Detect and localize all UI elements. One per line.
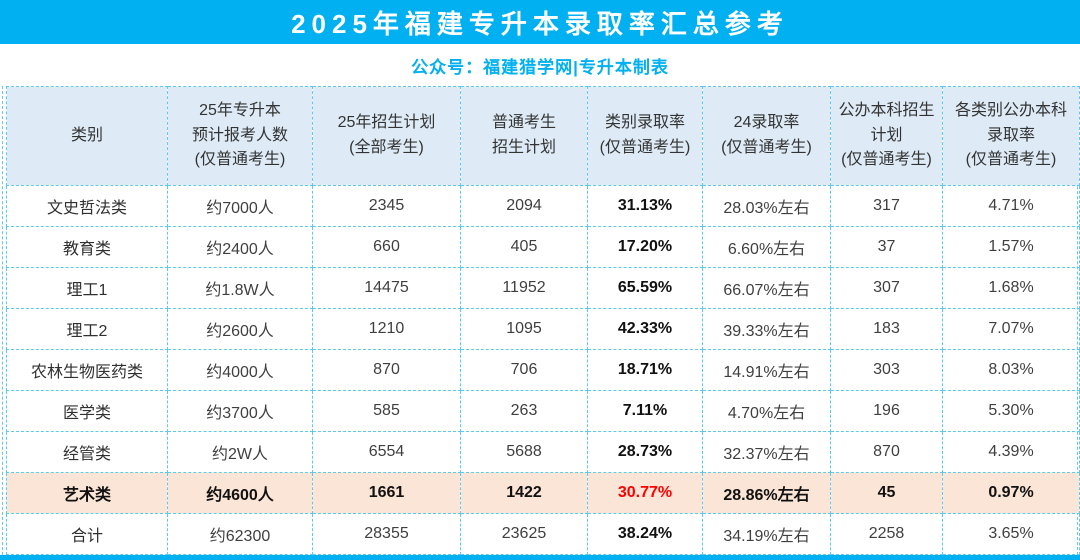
table-cell: 2258: [830, 513, 943, 555]
table-row: 艺术类 约4600人 1661 1422 30.77% 28.86%左右 45 0.97%: [6, 472, 1080, 514]
table-cell: 405: [460, 226, 588, 268]
table-cell: 4.70%左右: [702, 390, 831, 432]
row-category: 农林生物医药类: [6, 349, 168, 391]
row-category: 经管类: [6, 431, 168, 473]
subtitle-bar: 公众号：福建猎学网|专升本制表: [0, 44, 1080, 86]
table-cell: 585: [312, 390, 461, 432]
table-row: 合计 约62300 28355 23625 38.24% 34.19%左右 2258 3.65…: [6, 513, 1080, 555]
row-category: 理工1: [6, 267, 168, 309]
column-header: 各类别公办本科 录取率 (仅普通考生): [942, 86, 1080, 186]
table-row: 农林生物医药类 约4000人 870 706 18.71% 14.91%左右 303 8.03…: [6, 349, 1080, 391]
table-cell: 870: [312, 349, 461, 391]
table-row: 医学类 约3700人 585 263 7.11% 4.70%左右 196 5.30%: [6, 390, 1080, 432]
column-header: 普通考生 招生计划: [460, 86, 588, 186]
column-header: 24录取率 (仅普通考生): [702, 86, 831, 186]
row-category: 教育类: [6, 226, 168, 268]
table-cell: 1.68%: [942, 267, 1080, 309]
table-cell: 303: [830, 349, 943, 391]
table-sheet: 类别 25年专升本 预计报考人数 (仅普通考生) 25年招生计划 (全部考生) 普通考…: [2, 86, 1080, 555]
table-cell: 7.07%: [942, 308, 1080, 350]
table-cell: 263: [460, 390, 588, 432]
table-cell: 约2W人: [167, 431, 313, 473]
summary-table: 类别 25年专升本 预计报考人数 (仅普通考生) 25年招生计划 (全部考生) 普通考…: [6, 86, 1080, 555]
table-cell: 2345: [312, 185, 461, 227]
table-cell: 1.57%: [942, 226, 1080, 268]
table-cell: 28.03%左右: [702, 185, 831, 227]
table-cell: 18.71%: [587, 349, 703, 391]
table-cell: 65.59%: [587, 267, 703, 309]
table-cell: 196: [830, 390, 943, 432]
title-bar: 2025年福建专升本录取率汇总参考: [0, 0, 1080, 44]
row-category: 理工2: [6, 308, 168, 350]
table-cell: 约1.8W人: [167, 267, 313, 309]
table-cell: 317: [830, 185, 943, 227]
table-row: 文史哲法类 约7000人 2345 2094 31.13% 28.03%左右 317 4.71…: [6, 185, 1080, 227]
table-cell: 38.24%: [587, 513, 703, 555]
table-cell: 2094: [460, 185, 588, 227]
table-cell: 约4600人: [167, 472, 313, 514]
table-row: 教育类 约2400人 660 405 17.20% 6.60%左右 37 1.57%: [6, 226, 1080, 268]
table-cell: 30.77%: [587, 472, 703, 514]
table-cell: 39.33%左右: [702, 308, 831, 350]
table-cell: 1095: [460, 308, 588, 350]
table-cell: 32.37%左右: [702, 431, 831, 473]
table-cell: 1210: [312, 308, 461, 350]
table-cell: 约7000人: [167, 185, 313, 227]
column-header: 类别: [6, 86, 168, 186]
table-row: 理工2 约2600人 1210 1095 42.33% 39.33%左右 183 7.07%: [6, 308, 1080, 350]
table-cell: 45: [830, 472, 943, 514]
table-cell: 17.20%: [587, 226, 703, 268]
table-header: 类别 25年专升本 预计报考人数 (仅普通考生) 25年招生计划 (全部考生) 普通考…: [6, 86, 1080, 186]
table-cell: 5688: [460, 431, 588, 473]
table-cell: 约2400人: [167, 226, 313, 268]
table-cell: 706: [460, 349, 588, 391]
column-header: 25年招生计划 (全部考生): [312, 86, 461, 186]
table-cell: 14.91%左右: [702, 349, 831, 391]
table-cell: 11952: [460, 267, 588, 309]
table-cell: 28.73%: [587, 431, 703, 473]
table-cell: 28355: [312, 513, 461, 555]
table-cell: 5.30%: [942, 390, 1080, 432]
row-category: 文史哲法类: [6, 185, 168, 227]
table-cell: 6.60%左右: [702, 226, 831, 268]
subtitle: 公众号：福建猎学网|专升本制表: [411, 57, 669, 77]
column-header: 类别录取率 (仅普通考生): [587, 86, 703, 186]
row-category: 艺术类: [6, 472, 168, 514]
column-header: 公办本科招生 计划 (仅普通考生): [830, 86, 943, 186]
table-cell: 7.11%: [587, 390, 703, 432]
table-cell: 0.97%: [942, 472, 1080, 514]
table-row: 理工1 约1.8W人 14475 11952 65.59% 66.07%左右 307 1.68…: [6, 267, 1080, 309]
table-cell: 34.19%左右: [702, 513, 831, 555]
table-cell: 约62300: [167, 513, 313, 555]
table-cell: 183: [830, 308, 943, 350]
table-cell: 4.71%: [942, 185, 1080, 227]
table-cell: 31.13%: [587, 185, 703, 227]
table-cell: 约2600人: [167, 308, 313, 350]
page-title: 2025年福建专升本录取率汇总参考: [291, 8, 789, 39]
table-cell: 1661: [312, 472, 461, 514]
row-category: 医学类: [6, 390, 168, 432]
table-cell: 6554: [312, 431, 461, 473]
column-header: 25年专升本 预计报考人数 (仅普通考生): [167, 86, 313, 186]
table-cell: 约4000人: [167, 349, 313, 391]
table-cell: 37: [830, 226, 943, 268]
table-cell: 42.33%: [587, 308, 703, 350]
table-cell: 8.03%: [942, 349, 1080, 391]
table-cell: 4.39%: [942, 431, 1080, 473]
table-cell: 约3700人: [167, 390, 313, 432]
table-row: 经管类 约2W人 6554 5688 28.73% 32.37%左右 870 4.39%: [6, 431, 1080, 473]
table-cell: 1422: [460, 472, 588, 514]
table-cell: 23625: [460, 513, 588, 555]
table-cell: 66.07%左右: [702, 267, 831, 309]
table-cell: 28.86%左右: [702, 472, 831, 514]
table-cell: 3.65%: [942, 513, 1080, 555]
table-cell: 14475: [312, 267, 461, 309]
table-cell: 660: [312, 226, 461, 268]
bottom-border-bar: [0, 555, 1080, 560]
table-cell: 870: [830, 431, 943, 473]
table-body: 文史哲法类 约7000人 2345 2094 31.13% 28.03%左右 317 4.71…: [6, 185, 1080, 555]
header-row: 类别 25年专升本 预计报考人数 (仅普通考生) 25年招生计划 (全部考生) 普通考…: [6, 86, 1080, 186]
row-category: 合计: [6, 513, 168, 555]
table-cell: 307: [830, 267, 943, 309]
